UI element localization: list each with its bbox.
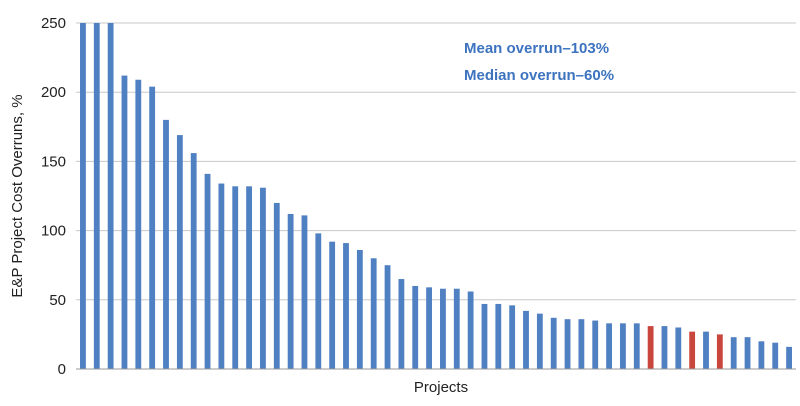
bar bbox=[620, 323, 626, 369]
gridlines bbox=[76, 22, 796, 301]
bar bbox=[647, 326, 654, 369]
bar bbox=[370, 258, 377, 369]
bar bbox=[135, 79, 142, 370]
bar bbox=[606, 323, 612, 369]
bar bbox=[523, 310, 529, 369]
bar bbox=[481, 303, 488, 369]
bar bbox=[675, 327, 682, 369]
bar bbox=[260, 187, 266, 369]
bar bbox=[163, 119, 169, 369]
y-tick-label: 50 bbox=[49, 292, 66, 309]
bar bbox=[93, 23, 100, 369]
bar bbox=[536, 313, 543, 369]
y-tick-labels: 0 50 100 150 200 250 bbox=[41, 15, 66, 378]
bar bbox=[633, 323, 640, 369]
y-axis-title: E&P Project Cost Overruns, % bbox=[9, 94, 26, 297]
bar bbox=[218, 183, 225, 369]
bar bbox=[343, 243, 349, 369]
bar bbox=[730, 337, 737, 369]
bar bbox=[772, 342, 779, 369]
bar bbox=[301, 215, 308, 369]
bar bbox=[689, 331, 696, 369]
bar bbox=[744, 337, 751, 369]
bar bbox=[315, 233, 322, 369]
bars bbox=[80, 23, 792, 370]
bar bbox=[273, 202, 280, 369]
bar bbox=[204, 173, 211, 369]
bar bbox=[121, 75, 128, 369]
bar bbox=[495, 303, 502, 369]
bar bbox=[412, 285, 419, 369]
bar bbox=[329, 241, 336, 369]
bar bbox=[453, 288, 460, 369]
bar bbox=[716, 334, 723, 369]
bar bbox=[190, 153, 197, 369]
y-tick-label: 100 bbox=[41, 223, 66, 240]
bar bbox=[786, 346, 792, 369]
bar bbox=[592, 320, 599, 369]
y-tick-label: 150 bbox=[41, 153, 66, 170]
bar bbox=[509, 305, 516, 369]
bar bbox=[578, 319, 585, 369]
bar bbox=[703, 331, 709, 369]
bar bbox=[356, 249, 363, 369]
y-tick-label: 250 bbox=[41, 15, 66, 32]
bar bbox=[398, 279, 405, 369]
bar bbox=[80, 23, 86, 369]
bar bbox=[384, 265, 391, 369]
bar bbox=[149, 86, 156, 369]
bar bbox=[661, 326, 668, 369]
bar bbox=[246, 186, 252, 369]
bar bbox=[758, 341, 765, 369]
bar bbox=[440, 288, 446, 369]
bar bbox=[107, 23, 114, 369]
bar bbox=[467, 291, 474, 369]
mean-overrun-annotation: Mean overrun–103% bbox=[464, 40, 609, 57]
bar bbox=[287, 213, 294, 369]
bar bbox=[564, 319, 571, 369]
y-tick-label: 200 bbox=[41, 84, 66, 101]
y-tick-label: 0 bbox=[58, 361, 66, 378]
bar bbox=[550, 317, 557, 369]
bar bbox=[176, 135, 183, 369]
x-axis-title: Projects bbox=[414, 379, 468, 396]
bar bbox=[426, 287, 432, 369]
bar bbox=[232, 186, 239, 369]
median-overrun-annotation: Median overrun–60% bbox=[464, 67, 614, 84]
